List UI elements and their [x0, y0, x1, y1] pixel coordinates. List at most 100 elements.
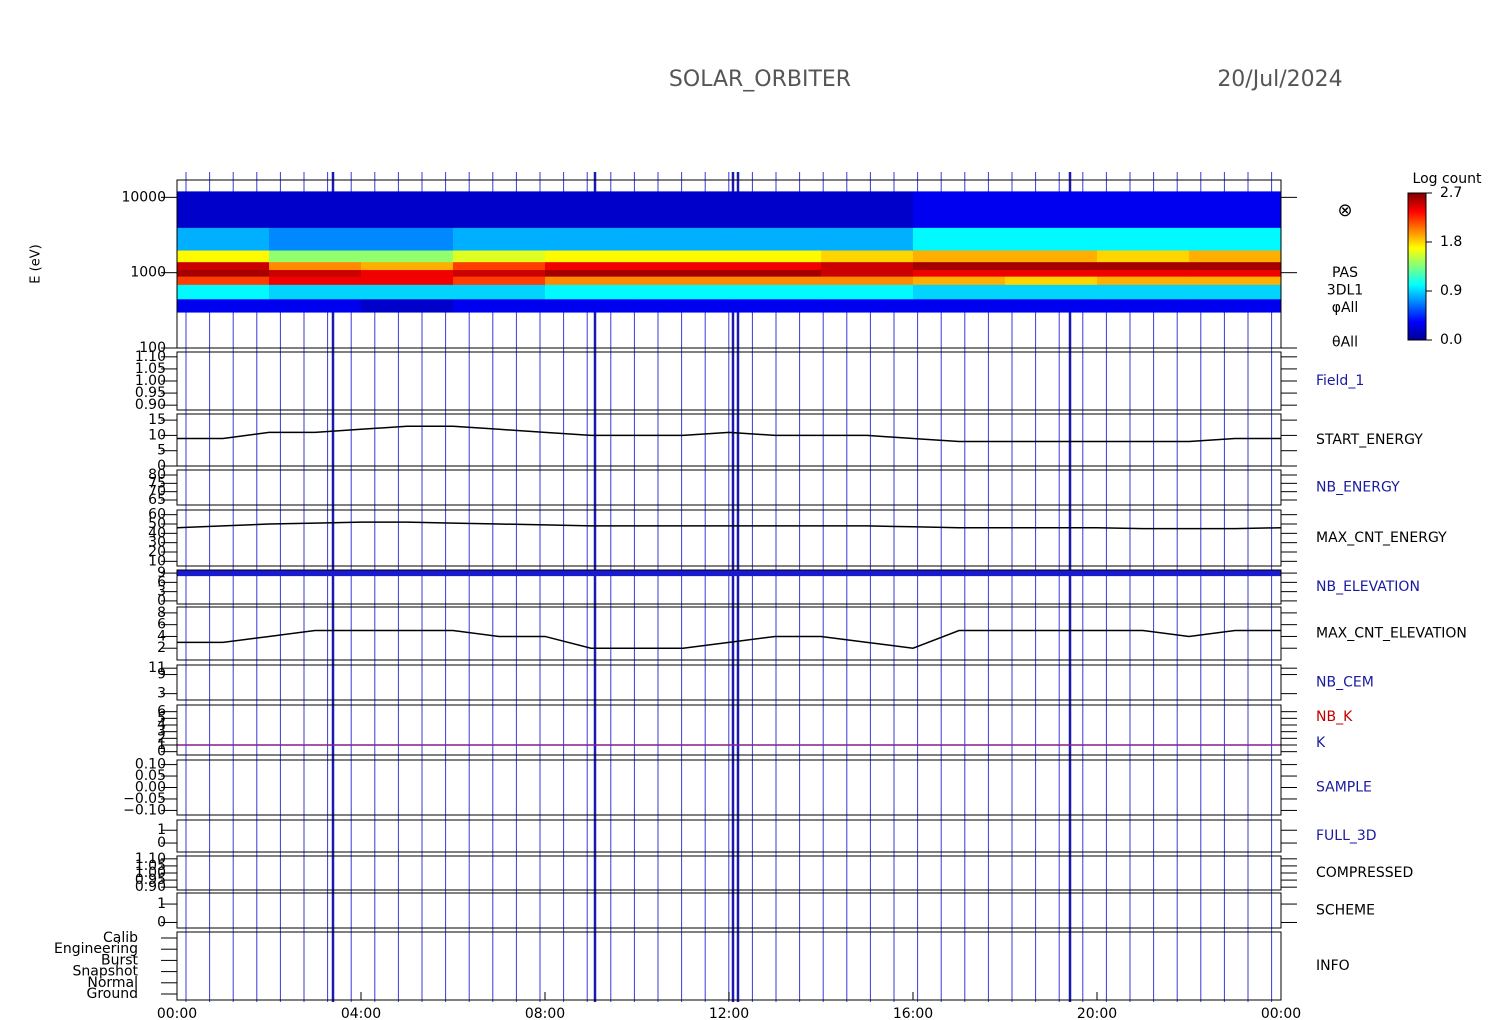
spectrogram-cell — [453, 284, 546, 300]
spectrogram-cell — [729, 250, 822, 263]
spectrogram-cell — [1005, 227, 1098, 251]
panel-label: Field_1 — [1316, 373, 1364, 389]
spectrogram-cell — [453, 261, 546, 271]
spectrogram-cell — [361, 191, 454, 228]
x-tick-label: 16:00 — [893, 1006, 933, 1020]
y-tick-label: 100 — [139, 340, 166, 356]
y-tick-label: 20 — [148, 544, 166, 560]
spectrogram-cell — [821, 227, 914, 251]
spectrogram-cell — [729, 298, 822, 313]
y-tick-label: 0.95 — [135, 385, 166, 401]
x-tick-label: 12:00 — [709, 1006, 749, 1020]
panel-frame — [176, 509, 1282, 567]
spectrogram-cell — [361, 276, 454, 285]
spectrogram-cell — [361, 227, 454, 251]
spectrogram-cell — [913, 269, 1006, 277]
spectrogram-cell — [545, 276, 638, 285]
spectrogram-cell — [269, 276, 362, 285]
spectrogram-cell — [729, 191, 822, 228]
spectrogram-cell — [361, 261, 454, 271]
spectrogram-cell — [637, 284, 730, 300]
spectrogram-cell — [1189, 298, 1282, 313]
spectrogram-cell — [1189, 227, 1282, 251]
spectrogram-cell — [1005, 284, 1098, 300]
colorbar-tick-label: 0.9 — [1440, 283, 1462, 299]
panel-frame — [176, 413, 1282, 467]
y-tick-label: 0.90 — [135, 879, 166, 895]
spectrogram-cell — [729, 276, 822, 285]
spectrogram-cell — [361, 269, 454, 277]
y-tick-label: 80 — [148, 467, 166, 483]
y-tick-label: 40 — [148, 525, 166, 541]
y-tick-label: 1.00 — [135, 865, 166, 881]
y-category-label: Burst — [101, 952, 139, 968]
panel-label: φAll — [1332, 300, 1359, 316]
spectrogram-cell — [545, 298, 638, 313]
spectrogram-cell — [269, 269, 362, 277]
x-tick-label: 04:00 — [341, 1006, 381, 1020]
spectrogram-cell — [1097, 284, 1190, 300]
panel-frame — [176, 179, 1282, 349]
spectrogram-cell — [729, 284, 822, 300]
spectrogram-cell — [913, 261, 1006, 271]
spectrogram-cell — [545, 227, 638, 251]
spectrogram-cell — [177, 284, 270, 300]
spectrogram-cell — [1097, 261, 1190, 271]
panel-frame — [176, 664, 1282, 701]
y-category-label: Calib — [103, 930, 138, 946]
spectrogram-cell — [637, 269, 730, 277]
y-tick-label: 15 — [148, 412, 166, 428]
data-line — [176, 521, 1282, 530]
spectrogram-cell — [269, 298, 362, 313]
y-category-label: Normal — [87, 975, 138, 991]
spectrogram-cell — [1005, 250, 1098, 263]
panel-frame — [176, 704, 1282, 756]
spectrogram-cell — [913, 227, 1006, 251]
spectrogram-cell — [1097, 269, 1190, 277]
spectrogram-cell — [1005, 191, 1098, 228]
panel-frame — [176, 569, 1282, 605]
y-tick-label: −0.10 — [123, 802, 166, 818]
spectrogram-cell — [637, 250, 730, 263]
spectrogram-cell — [545, 284, 638, 300]
spectrogram-cell — [913, 276, 1006, 285]
y-category-label: Ground — [87, 986, 139, 1002]
panel-label: θAll — [1332, 335, 1358, 351]
spectrogram-cell — [177, 227, 270, 251]
spectrogram-cell — [1189, 284, 1282, 300]
spectrogram-cell — [453, 276, 546, 285]
spectrogram-cell — [453, 250, 546, 263]
spectrogram-cell — [545, 261, 638, 271]
y-tick-label: −0.05 — [123, 791, 166, 807]
spectrogram-cell — [177, 269, 270, 277]
y-tick-label: 10 — [148, 553, 166, 569]
spectrogram-cell — [729, 261, 822, 271]
spectrogram-cell — [821, 298, 914, 313]
colorbar-tick-label: 0.0 — [1440, 332, 1462, 348]
panel-label: START_ENERGY — [1316, 432, 1423, 448]
colorbar-tick-label: 2.7 — [1440, 185, 1462, 201]
spectrogram-cell — [1097, 298, 1190, 313]
spectrogram-cell — [1097, 191, 1190, 228]
panel-label: NB_K — [1316, 709, 1353, 725]
y-tick-label: 0.90 — [135, 397, 166, 413]
spectrogram-cell — [821, 284, 914, 300]
y-tick-label: 1.10 — [135, 349, 166, 365]
spectrogram-cell — [453, 191, 546, 228]
spectrogram-cell — [1097, 227, 1190, 251]
spectrogram-cell — [269, 191, 362, 228]
panel-label: FULL_3D — [1316, 828, 1377, 844]
spectrogram-cell — [1097, 276, 1190, 285]
spectrogram-cell — [1189, 250, 1282, 263]
spectrogram-cell — [729, 227, 822, 251]
y-tick-label: 0.10 — [135, 757, 166, 773]
spectrogram-cell — [453, 298, 546, 313]
panel-label: PAS — [1332, 265, 1358, 281]
panel-label: NB_CEM — [1316, 675, 1374, 691]
spectrogram-cell — [269, 261, 362, 271]
panel-label: 3DL1 — [1327, 283, 1363, 299]
x-tick-label: 00:00 — [157, 1006, 197, 1020]
chart-date: 20/Jul/2024 — [1217, 67, 1342, 92]
y-tick-label: 60 — [148, 507, 166, 523]
spectrogram-cell — [177, 250, 270, 263]
